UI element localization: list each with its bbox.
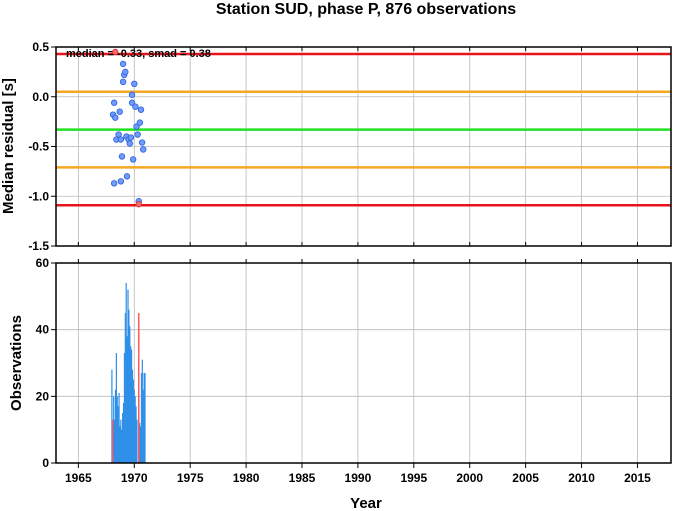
residual-point bbox=[116, 108, 123, 115]
residual-point bbox=[118, 153, 126, 160]
residual-point bbox=[128, 99, 136, 106]
observation-bar bbox=[122, 413, 124, 463]
observation-bar bbox=[141, 359, 143, 463]
observation-bar bbox=[113, 396, 115, 463]
observation-bar bbox=[119, 426, 121, 463]
residual-point bbox=[140, 146, 147, 153]
residual-point bbox=[126, 140, 133, 147]
x-tick-label: 1995 bbox=[400, 471, 427, 485]
observation-bar bbox=[124, 313, 126, 463]
reference-lines bbox=[56, 52, 671, 207]
observation-bar bbox=[121, 429, 123, 463]
observation-bar bbox=[144, 373, 146, 463]
x-tick-label: 1985 bbox=[289, 471, 316, 485]
median-smad-annotation: median = -0.33, smad = 0.38 bbox=[66, 48, 211, 60]
observation-bar bbox=[129, 326, 131, 463]
residual-point bbox=[119, 60, 127, 68]
highlight-bar bbox=[111, 419, 114, 463]
x-tick-label: 2005 bbox=[512, 471, 539, 485]
residual-point bbox=[117, 136, 125, 143]
x-tick-label: 2015 bbox=[624, 471, 651, 485]
residual-point bbox=[123, 173, 131, 180]
observation-bar bbox=[122, 403, 125, 463]
observation-bar bbox=[120, 419, 122, 463]
residual-point bbox=[117, 178, 125, 185]
residual-y-ticks: -1.5 -1.0 -0.5 0.0 0.5 bbox=[28, 40, 638, 253]
observation-bar bbox=[130, 346, 132, 463]
observation-bar bbox=[111, 369, 113, 463]
observation-bar bbox=[143, 373, 145, 463]
y-tick-label: -0.5 bbox=[28, 140, 49, 154]
observation-bar bbox=[117, 406, 119, 463]
residual-point bbox=[138, 139, 146, 146]
observations-grid bbox=[56, 262, 671, 464]
y-tick-label: 40 bbox=[36, 323, 50, 337]
observations-panel-frame bbox=[55, 262, 672, 464]
residual-point bbox=[137, 106, 145, 113]
observation-bar bbox=[113, 419, 116, 463]
residual-point bbox=[110, 99, 118, 106]
residual-point bbox=[134, 131, 141, 138]
observation-bars bbox=[111, 283, 146, 463]
x-tick-label: 1990 bbox=[345, 471, 372, 485]
residual-point bbox=[119, 78, 127, 86]
observation-bar bbox=[139, 426, 142, 463]
observations-ticks: 1965 1970 1975 1980 1985 1990 1995 2000 2005 2010… bbox=[36, 256, 651, 485]
x-tick-label: 1965 bbox=[65, 471, 92, 485]
outlier-point bbox=[112, 48, 119, 56]
observation-bar bbox=[118, 393, 120, 463]
observation-bar bbox=[130, 349, 133, 463]
observation-bar bbox=[131, 369, 134, 463]
y-tick-label: 0 bbox=[42, 456, 49, 470]
residual-points bbox=[109, 48, 147, 208]
outlier-point bbox=[135, 201, 142, 208]
chart-title: Station SUD, phase P, 876 observations bbox=[216, 1, 516, 18]
residual-point bbox=[132, 103, 139, 110]
observation-bar bbox=[128, 309, 130, 463]
residual-point bbox=[133, 123, 140, 130]
observation-bar bbox=[139, 423, 141, 463]
residual-point bbox=[122, 68, 129, 76]
y-tick-label: 60 bbox=[36, 256, 50, 270]
observation-bar bbox=[125, 283, 127, 463]
observation-bar bbox=[133, 389, 135, 463]
residual-point bbox=[112, 114, 119, 121]
residual-point bbox=[127, 134, 135, 141]
observation-bar bbox=[135, 406, 137, 463]
observation-bar bbox=[114, 389, 117, 463]
observation-bar bbox=[134, 396, 136, 463]
observations-panel: 1965 1970 1975 1980 1985 1990 1995 2000 2005 2010… bbox=[8, 256, 672, 511]
highlight-bar bbox=[137, 313, 140, 463]
x-tick-label: 1975 bbox=[177, 471, 204, 485]
x-tick-label: 1980 bbox=[233, 471, 260, 485]
observation-bar bbox=[136, 419, 138, 463]
x-tick-label: 2010 bbox=[568, 471, 595, 485]
residual-grid bbox=[56, 46, 671, 247]
observation-bar bbox=[126, 336, 128, 463]
residual-panel: median = -0.33, smad = 0.38 -1.5 -1.0 -0.5… bbox=[0, 40, 672, 253]
x-tick-label: 1970 bbox=[121, 471, 148, 485]
y-tick-label: 0.0 bbox=[32, 90, 49, 104]
observation-bar bbox=[140, 373, 143, 463]
observation-bar bbox=[132, 379, 134, 463]
x-axis-label: Year bbox=[350, 495, 382, 511]
residual-point bbox=[110, 180, 118, 187]
observation-bar bbox=[127, 289, 129, 463]
residual-point bbox=[136, 119, 144, 126]
residual-point bbox=[131, 80, 138, 88]
residual-y-label: Median residual [s] bbox=[0, 78, 17, 214]
y-tick-label: 20 bbox=[36, 389, 50, 403]
residual-point bbox=[128, 91, 136, 98]
y-tick-label: 0.5 bbox=[32, 40, 49, 54]
observation-bar bbox=[115, 353, 117, 463]
x-tick-label: 2000 bbox=[456, 471, 483, 485]
observations-y-label: Observations bbox=[8, 315, 25, 411]
observation-bar bbox=[116, 396, 118, 463]
y-tick-label: -1.5 bbox=[28, 239, 49, 253]
observation-bar bbox=[142, 389, 144, 463]
observation-bar bbox=[123, 353, 126, 463]
y-tick-label: -1.0 bbox=[28, 189, 49, 203]
residual-point bbox=[129, 156, 137, 163]
